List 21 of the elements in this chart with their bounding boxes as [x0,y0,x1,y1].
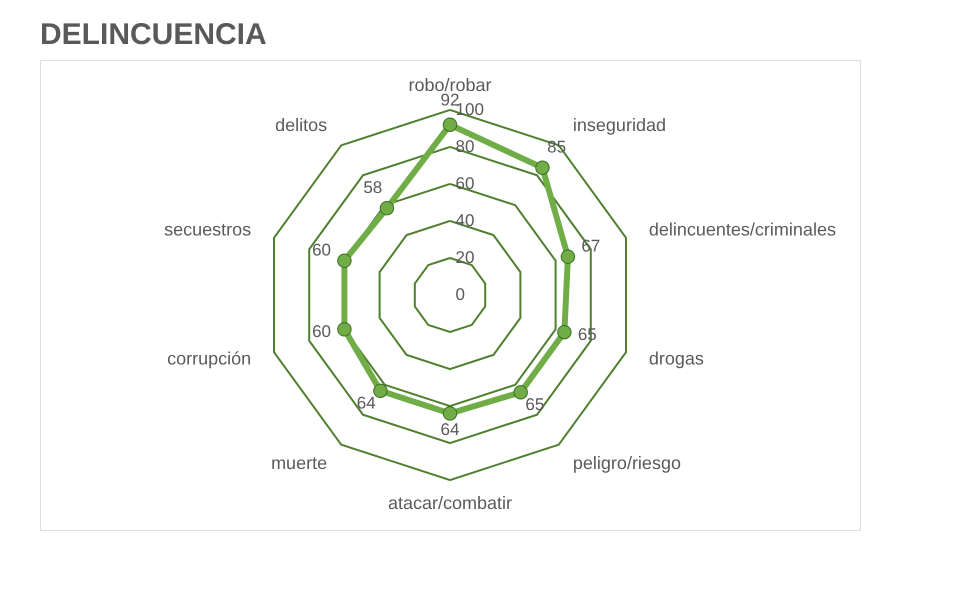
spoke-label: delitos [275,114,328,135]
y-tick-label: 40 [456,210,474,230]
spoke-label: delincuentes/criminales [648,219,836,240]
data-label: 65 [525,395,544,414]
data-label: 60 [312,240,331,260]
spoke-label: inseguridad [572,114,666,135]
data-label: 64 [356,394,376,413]
spoke-label: corrupción [167,348,252,369]
spoke-label: peligro/riesgo [572,453,681,474]
y-tick-label: 20 [456,248,474,267]
spoke-label: muerte [271,453,328,474]
y-tick-label: 60 [456,174,474,193]
y-tick-label: 80 [456,136,474,156]
data-label: 60 [312,322,331,341]
spoke-label: atacar/combatir [388,493,512,514]
data-label: 64 [440,420,460,440]
chart-title: DELINCUENCIA [40,18,267,51]
spoke-label: secuestros [164,219,252,240]
data-label: 58 [363,178,382,198]
y-tick-label: 0 [456,285,466,304]
spoke-label: drogas [648,348,704,369]
